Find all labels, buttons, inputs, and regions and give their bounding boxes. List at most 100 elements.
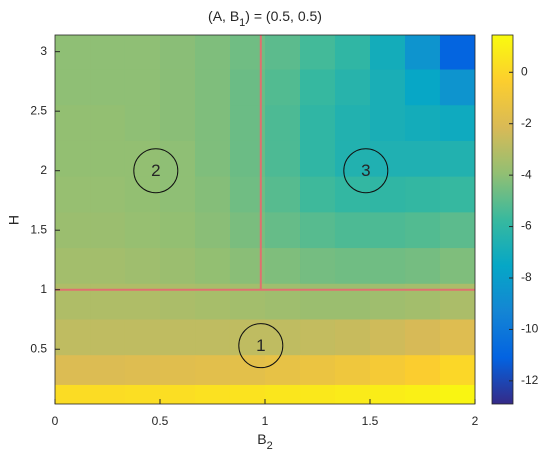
heat-cell bbox=[124, 355, 161, 386]
heat-cell bbox=[439, 69, 475, 106]
x-tick-label: 2 bbox=[472, 414, 479, 428]
colorbar bbox=[491, 34, 514, 405]
heat-cell bbox=[55, 319, 91, 356]
colorbar-tick-label: -8 bbox=[521, 270, 532, 284]
heat-cell bbox=[90, 384, 126, 404]
chart-title: (A, B1) = (0.5, 0.5) bbox=[208, 8, 322, 29]
heat-cell bbox=[160, 384, 196, 404]
heat-cell bbox=[229, 248, 266, 285]
heat-cell bbox=[229, 35, 266, 71]
heat-cell bbox=[405, 212, 441, 249]
heat-cell bbox=[370, 105, 406, 142]
heat-cell bbox=[124, 212, 161, 249]
heat-cell bbox=[55, 140, 91, 178]
heat-cell bbox=[124, 69, 161, 106]
heat-cell bbox=[405, 69, 441, 106]
region-label: 2 bbox=[151, 161, 160, 180]
heat-cell bbox=[55, 176, 91, 213]
heat-cell bbox=[90, 176, 126, 213]
chart-title-part: (A, B bbox=[208, 8, 239, 24]
heat-cell bbox=[370, 248, 406, 285]
x-tick-label: 1.5 bbox=[362, 414, 379, 428]
heat-cell bbox=[195, 212, 231, 249]
heat-cell bbox=[195, 248, 231, 285]
heat-cell bbox=[265, 212, 301, 249]
heat-cell bbox=[405, 355, 441, 386]
region-circle bbox=[343, 148, 389, 194]
heat-cell bbox=[90, 212, 126, 249]
heat-cell bbox=[124, 105, 161, 142]
heat-cell bbox=[195, 319, 231, 356]
heat-cell bbox=[195, 176, 231, 213]
heat-cell bbox=[90, 319, 126, 356]
heat-cell bbox=[334, 248, 371, 285]
x-tick-label: 0 bbox=[52, 414, 59, 428]
heat-cell bbox=[124, 35, 161, 71]
chart-title-part: 1 bbox=[239, 17, 245, 29]
heat-cell bbox=[160, 105, 196, 142]
heat-cell bbox=[229, 384, 266, 404]
heat-cell bbox=[265, 140, 301, 178]
heat-cell bbox=[160, 212, 196, 249]
heat-cell bbox=[300, 384, 336, 404]
colorbar-tick-label: -10 bbox=[521, 322, 539, 336]
region-circle bbox=[238, 323, 284, 369]
heat-cell bbox=[405, 105, 441, 142]
colorbar-tick-label: 0 bbox=[521, 64, 528, 78]
heat-cell bbox=[370, 69, 406, 106]
heat-cell bbox=[124, 319, 161, 356]
heat-cell bbox=[300, 69, 336, 106]
heat-cell bbox=[334, 319, 371, 356]
heat-cell bbox=[300, 105, 336, 142]
heat-cell bbox=[55, 248, 91, 285]
heat-cell bbox=[124, 176, 161, 213]
heat-cell bbox=[124, 140, 161, 178]
heat-cell bbox=[195, 384, 231, 404]
x-tick-label: 1 bbox=[262, 414, 269, 428]
heat-cell bbox=[300, 212, 336, 249]
chart-title-part: ) = (0.5, 0.5) bbox=[245, 8, 322, 24]
heat-cell bbox=[370, 35, 406, 71]
heat-cell bbox=[124, 248, 161, 285]
colorbar-tick-label: -2 bbox=[521, 116, 532, 130]
heat-cell bbox=[265, 105, 301, 142]
heat-cell bbox=[124, 384, 161, 404]
heat-cell bbox=[334, 105, 371, 142]
colorbar-tick-label: -4 bbox=[521, 167, 532, 181]
heat-cell bbox=[229, 212, 266, 249]
heat-cell bbox=[405, 35, 441, 71]
heat-cell bbox=[370, 212, 406, 249]
heat-cell bbox=[229, 319, 266, 356]
heat-cell bbox=[55, 35, 91, 71]
heat-cell bbox=[265, 176, 301, 213]
x-axis-label: B2 bbox=[257, 431, 272, 452]
heat-cell bbox=[160, 319, 196, 356]
y-tick-label: 0.5 bbox=[30, 341, 47, 355]
heat-cell bbox=[229, 140, 266, 178]
heat-cell bbox=[265, 248, 301, 285]
heat-cell bbox=[195, 69, 231, 106]
colorbar-tick-label: -12 bbox=[521, 373, 539, 387]
colorbar-tick-label: -6 bbox=[521, 219, 532, 233]
heat-cell bbox=[439, 105, 475, 142]
heat-cell bbox=[334, 355, 371, 386]
heat-cell bbox=[160, 35, 196, 71]
heat-cell bbox=[405, 140, 441, 178]
heat-cell bbox=[195, 140, 231, 178]
heat-cell bbox=[439, 384, 475, 404]
heat-cell bbox=[55, 105, 91, 142]
region-label: 3 bbox=[361, 161, 370, 180]
heat-cell bbox=[300, 248, 336, 285]
y-axis-label: H bbox=[6, 215, 22, 225]
heat-cell bbox=[195, 105, 231, 142]
heat-cell bbox=[405, 176, 441, 213]
heat-cell bbox=[370, 384, 406, 404]
heat-cell bbox=[334, 140, 371, 178]
y-tick-label: 1 bbox=[40, 282, 47, 296]
heat-cell bbox=[300, 176, 336, 213]
heat-cell bbox=[439, 248, 475, 285]
heat-cell bbox=[195, 35, 231, 71]
heat-cell bbox=[90, 140, 126, 178]
y-tick-label: 2.5 bbox=[30, 103, 47, 117]
heat-cell bbox=[160, 176, 196, 213]
